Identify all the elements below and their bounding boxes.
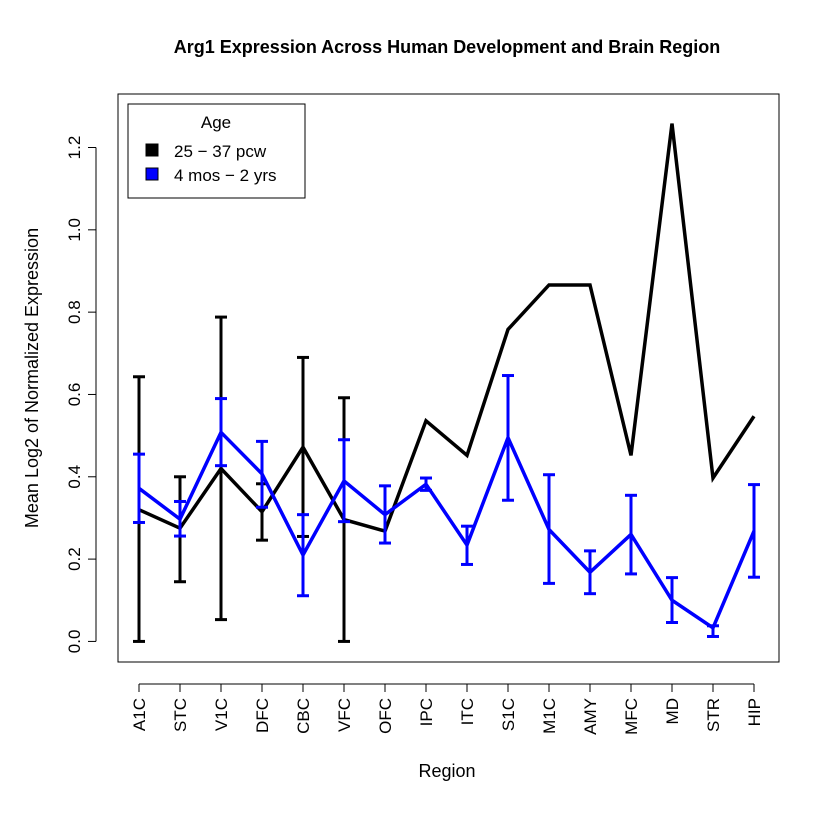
y-tick-label: 1.0 xyxy=(65,218,84,242)
x-tick-label: IPC xyxy=(417,698,436,726)
x-tick-label: DFC xyxy=(253,698,272,733)
legend-swatch-pcw xyxy=(145,143,159,157)
x-tick-label: CBC xyxy=(294,698,313,734)
x-tick-label: M1C xyxy=(540,698,559,734)
chart-title: Arg1 Expression Across Human Development… xyxy=(174,37,720,57)
error-bar xyxy=(748,483,760,579)
x-tick-label: MD xyxy=(663,698,682,724)
series-layer xyxy=(133,123,760,643)
y-axis: 0.0 0.2 0.4 0.6 0.8 1.0 1.2 xyxy=(65,136,97,654)
y-tick-label: 0.8 xyxy=(65,300,84,324)
series-line xyxy=(137,429,756,631)
legend-label-mos: 4 mos − 2 yrs xyxy=(174,166,277,185)
x-tick-label: A1C xyxy=(130,698,149,731)
x-tick-label: ITC xyxy=(458,698,477,725)
x-axis-label: Region xyxy=(418,761,475,781)
y-tick-label: 1.2 xyxy=(65,136,84,160)
x-tick-label: S1C xyxy=(499,698,518,731)
x-tick-label: STC xyxy=(171,698,190,732)
x-tick-label: OFC xyxy=(376,698,395,734)
legend-title: Age xyxy=(201,113,231,132)
y-tick-label: 0.6 xyxy=(65,383,84,407)
series-line xyxy=(138,123,756,534)
y-tick-label: 0.0 xyxy=(65,630,84,654)
legend-label-pcw: 25 − 37 pcw xyxy=(174,142,267,161)
x-tick-label: HIP xyxy=(745,698,764,726)
x-tick-label: MFC xyxy=(622,698,641,735)
legend-swatch-mos xyxy=(145,167,159,181)
x-tick-label: V1C xyxy=(212,698,231,731)
legend: Age 25 − 37 pcw 4 mos − 2 yrs xyxy=(127,103,306,199)
plot-area xyxy=(117,93,780,663)
x-tick-label: VFC xyxy=(335,698,354,732)
x-tick-label: AMY xyxy=(581,698,600,735)
x-axis: A1C STC V1C DFC CBC VFC OFC IPC ITC S1C M1C AMY MFC M… xyxy=(130,683,764,735)
x-tick-label: STR xyxy=(704,698,723,732)
y-tick-label: 0.4 xyxy=(65,465,84,489)
series-1 xyxy=(133,374,760,638)
y-axis-label: Mean Log2 of Normalized Expression xyxy=(22,228,42,528)
y-tick-label: 0.2 xyxy=(65,547,84,571)
series-0 xyxy=(133,123,756,643)
